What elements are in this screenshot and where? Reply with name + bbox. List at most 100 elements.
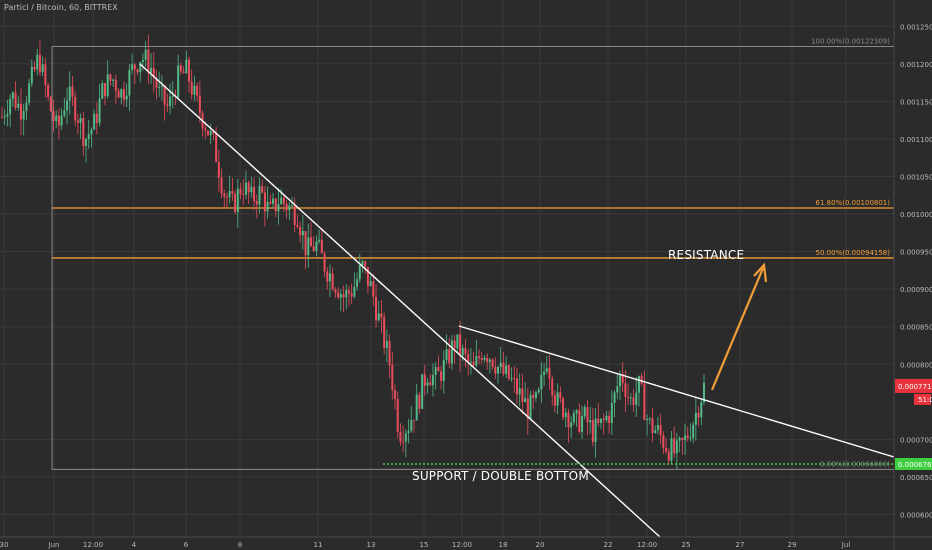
candle <box>266 186 269 219</box>
candle <box>684 423 687 456</box>
candle-body <box>600 418 603 424</box>
candle <box>616 373 619 400</box>
candle <box>9 94 12 128</box>
downtrend-line[interactable] <box>139 63 661 538</box>
candle-body <box>76 120 79 123</box>
candle-body <box>14 92 17 108</box>
y-tick-label: 0.00060000 <box>900 511 932 519</box>
candle-body <box>106 74 109 97</box>
candle-body <box>266 201 269 212</box>
candle <box>255 194 258 219</box>
candle <box>68 71 71 115</box>
candle-body <box>545 368 548 372</box>
candle <box>33 61 36 73</box>
x-tick-label: 22 <box>604 541 613 549</box>
candle <box>155 69 158 100</box>
candle-body <box>19 103 22 120</box>
candle <box>640 373 643 386</box>
candle <box>304 230 307 270</box>
candle-body <box>494 366 497 374</box>
candle-body <box>318 239 321 242</box>
candle-body <box>610 402 613 423</box>
drawings[interactable] <box>139 63 895 538</box>
time-axis[interactable]: 30 Jun 12:00 4 6 8 11 13 15 12:00 18 20 22 12:00 25 27 2… <box>0 536 932 549</box>
candle <box>87 119 90 149</box>
candle <box>125 83 128 108</box>
y-tick-label: 0.00115000 <box>900 98 932 106</box>
candle-body <box>591 420 594 442</box>
candle-body <box>160 85 163 87</box>
candle-body <box>36 54 39 70</box>
candle <box>464 338 467 368</box>
symbol-title: Particl / Bitcoin, 60, BITTREX <box>4 3 118 12</box>
candle <box>629 393 632 406</box>
candle-body <box>559 392 562 399</box>
x-tick-label: 8 <box>238 541 242 549</box>
candle <box>1 107 3 119</box>
candle <box>293 197 296 233</box>
candle-body <box>158 86 161 88</box>
candle <box>201 110 204 137</box>
candle <box>44 57 47 98</box>
candle-body <box>407 430 410 434</box>
fibonacci-levels[interactable]: 100.00%(0.00122309) 61.80%(0.00100801) 50.… <box>51 37 894 470</box>
candle-body <box>431 375 434 386</box>
candles <box>1 34 705 470</box>
y-tick-label: 0.00070000 <box>900 436 932 444</box>
candle <box>391 351 394 400</box>
candle <box>150 53 153 84</box>
candle-body <box>1 116 3 118</box>
descending-resistance-line[interactable] <box>458 325 895 458</box>
candle <box>309 222 312 247</box>
candle-body <box>269 201 272 204</box>
candle <box>578 403 581 434</box>
candle-body <box>147 49 150 73</box>
candle <box>394 384 397 410</box>
support-price-value: 0.00067611 <box>898 461 932 469</box>
candle-body <box>366 267 369 287</box>
candle <box>515 367 518 404</box>
breakout-arrow[interactable] <box>710 267 765 391</box>
candle <box>93 109 96 130</box>
candle-body <box>334 289 337 293</box>
candle <box>342 285 345 313</box>
candle-body <box>345 290 348 298</box>
candle-body <box>632 397 635 405</box>
candle-body <box>312 246 315 252</box>
candle-body <box>475 356 478 366</box>
candle-body <box>293 205 296 225</box>
candle-body <box>247 182 250 193</box>
candle <box>507 364 510 381</box>
candle <box>60 108 63 130</box>
candle-body <box>231 191 234 194</box>
candle-body <box>618 373 621 387</box>
last-price-tag[interactable] <box>895 378 932 393</box>
support-price-tag[interactable] <box>895 458 932 470</box>
x-tick-label: 20 <box>536 541 545 549</box>
candle <box>299 221 302 243</box>
candle-body <box>429 382 432 386</box>
candle <box>128 64 131 111</box>
candle-body <box>74 96 77 121</box>
candle <box>377 300 380 322</box>
candle <box>681 437 684 455</box>
candle-body <box>144 49 147 60</box>
candle <box>564 408 567 428</box>
candle-body <box>17 103 20 108</box>
candle-body <box>185 59 188 74</box>
candle-body <box>402 441 405 443</box>
candle <box>147 34 150 84</box>
candle-body <box>198 95 201 114</box>
price-axis[interactable]: 0.00125000 0.00120000 0.00115000 0.00110000… <box>893 0 932 550</box>
candle <box>494 357 497 379</box>
candle <box>665 437 668 455</box>
candle <box>258 177 261 214</box>
candle-body <box>347 290 350 294</box>
candle-body <box>328 273 331 282</box>
candle-body <box>131 64 134 70</box>
candle-body <box>681 438 684 441</box>
candle <box>217 149 220 192</box>
candle <box>594 408 597 458</box>
